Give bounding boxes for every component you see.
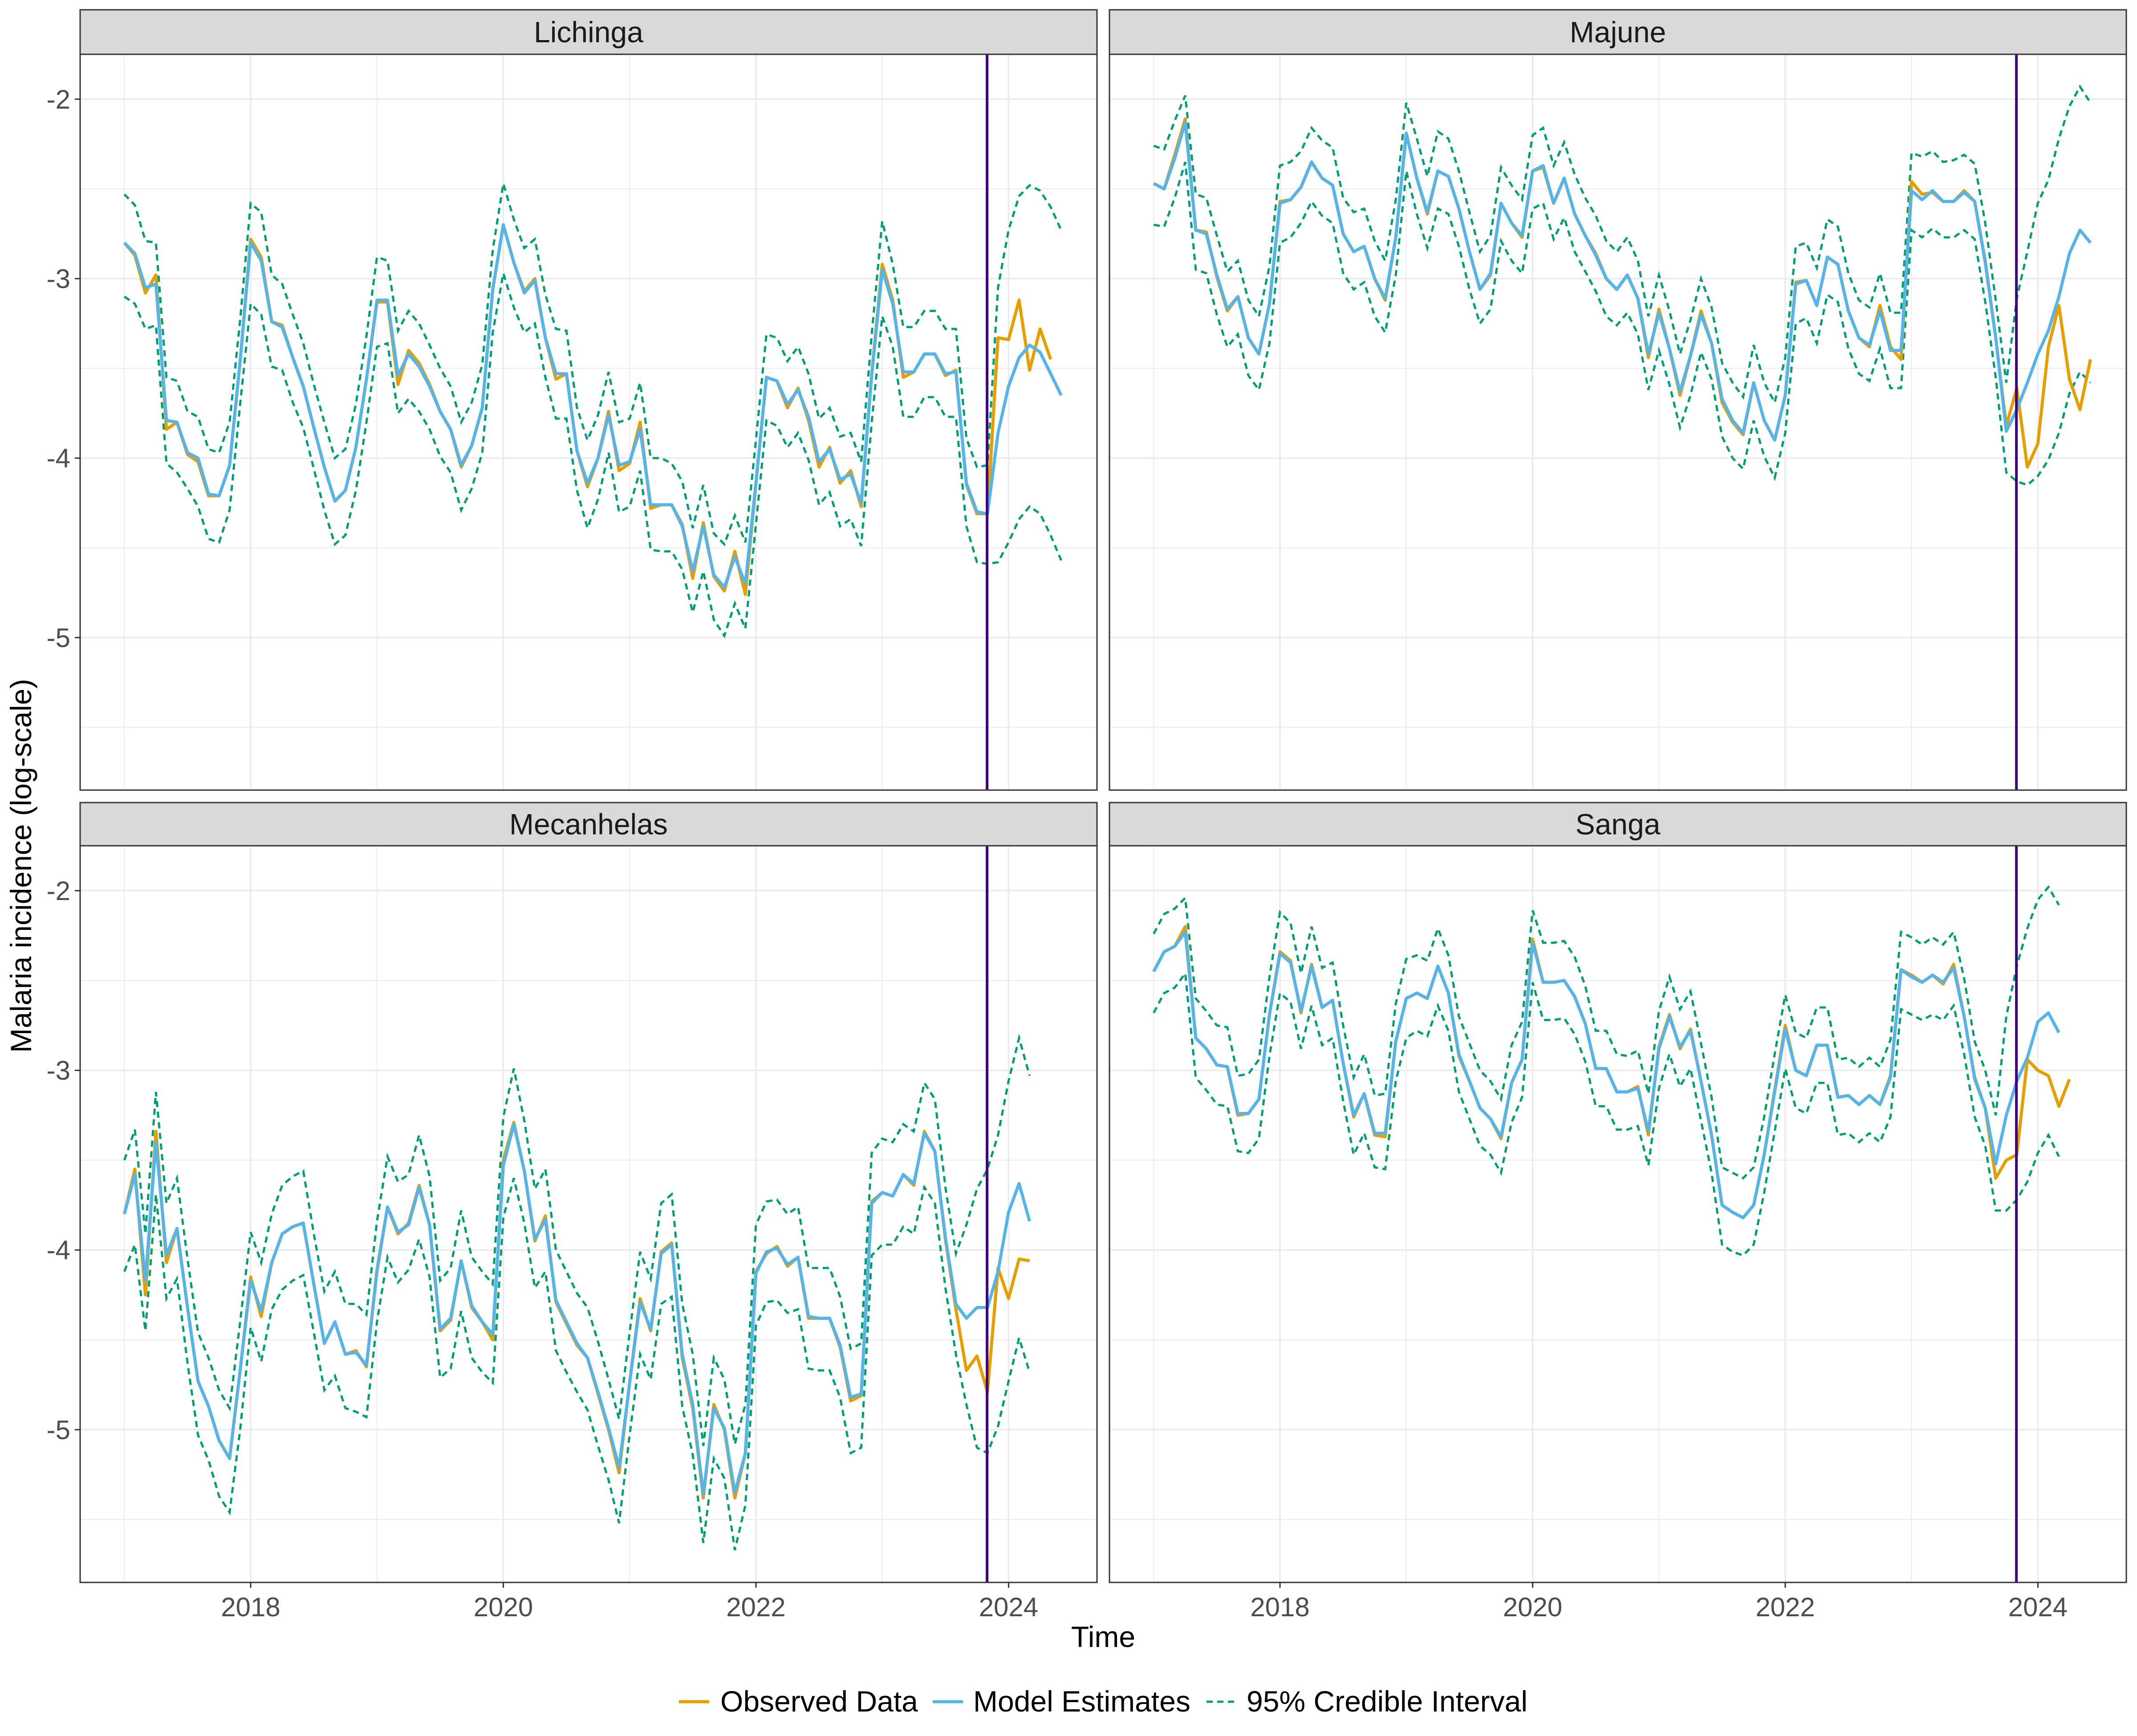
upper-interval-line	[1153, 84, 2092, 406]
strip-label: Lichinga	[534, 16, 643, 49]
x-tick-label: 2020	[474, 1592, 533, 1622]
x-tick-label: 2020	[1503, 1592, 1562, 1622]
upper-interval-line	[1153, 885, 2060, 1180]
strip-background	[79, 9, 1098, 55]
lower-interval-line	[1153, 970, 2060, 1257]
y-tick-label: -3	[47, 264, 70, 294]
y-tick-label: -4	[47, 1235, 70, 1265]
legend-estimate-label: Model Estimates	[973, 1685, 1190, 1718]
panel-background	[1109, 846, 2126, 1582]
panel-mecanhelas: Mecanhelas -2 -3 -4 -5 2018 2020 2022 2024	[47, 802, 1098, 1622]
strip-label: Sanga	[1576, 808, 1661, 841]
y-tick-label: -2	[47, 85, 70, 114]
y-tick-label: -4	[47, 443, 70, 473]
panel-background	[80, 846, 1097, 1582]
estimate-line	[123, 223, 1063, 589]
y-tick-label: -2	[47, 876, 70, 906]
legend: Observed Data Model Estimates 95% Credib…	[679, 1685, 1528, 1718]
legend-observed-label: Observed Data	[720, 1685, 918, 1718]
strip-background	[1109, 9, 2127, 55]
lower-interval-line	[1153, 162, 2092, 487]
x-tick-label: 2024	[979, 1592, 1038, 1622]
lower-interval-line	[123, 273, 1062, 639]
facet-panels: Lichinga -2 -3 -4 -5 Majune Mecanhelas -2 -3 -4 -5…	[47, 9, 2127, 1622]
panel-lichinga: Lichinga -2 -3 -4 -5	[47, 9, 1098, 791]
strip-label: Mecanhelas	[509, 808, 668, 841]
x-tick-label: 2022	[726, 1592, 785, 1622]
x-tick-label: 2018	[1250, 1592, 1309, 1622]
upper-interval-line	[123, 1034, 1031, 1446]
y-tick-label: -5	[47, 623, 70, 653]
panel-background	[80, 54, 1097, 790]
estimate-line	[1152, 930, 2060, 1220]
panel-background	[1109, 54, 2126, 790]
x-tick-label: 2022	[1755, 1592, 1815, 1622]
strip-background	[79, 802, 1098, 847]
legend-interval-label: 95% Credible Interval	[1247, 1685, 1528, 1718]
panel-sanga: Sanga 2018 2020 2022 2024	[1109, 802, 2127, 1622]
estimate-line	[1153, 121, 2092, 442]
y-tick-label: -5	[47, 1415, 70, 1445]
x-tick-label: 2024	[2008, 1592, 2068, 1622]
lower-interval-line	[123, 1178, 1031, 1550]
panel-majune: Majune	[1109, 9, 2127, 791]
x-tick-label: 2018	[221, 1592, 280, 1622]
strip-background	[1109, 802, 2127, 847]
y-axis-title: Malaria incidence (log-scale)	[4, 679, 37, 1053]
strip-label: Majune	[1570, 16, 1666, 49]
y-tick-label: -3	[47, 1056, 70, 1086]
estimate-line	[122, 1123, 1031, 1496]
x-axis-title: Time	[1071, 1620, 1135, 1653]
